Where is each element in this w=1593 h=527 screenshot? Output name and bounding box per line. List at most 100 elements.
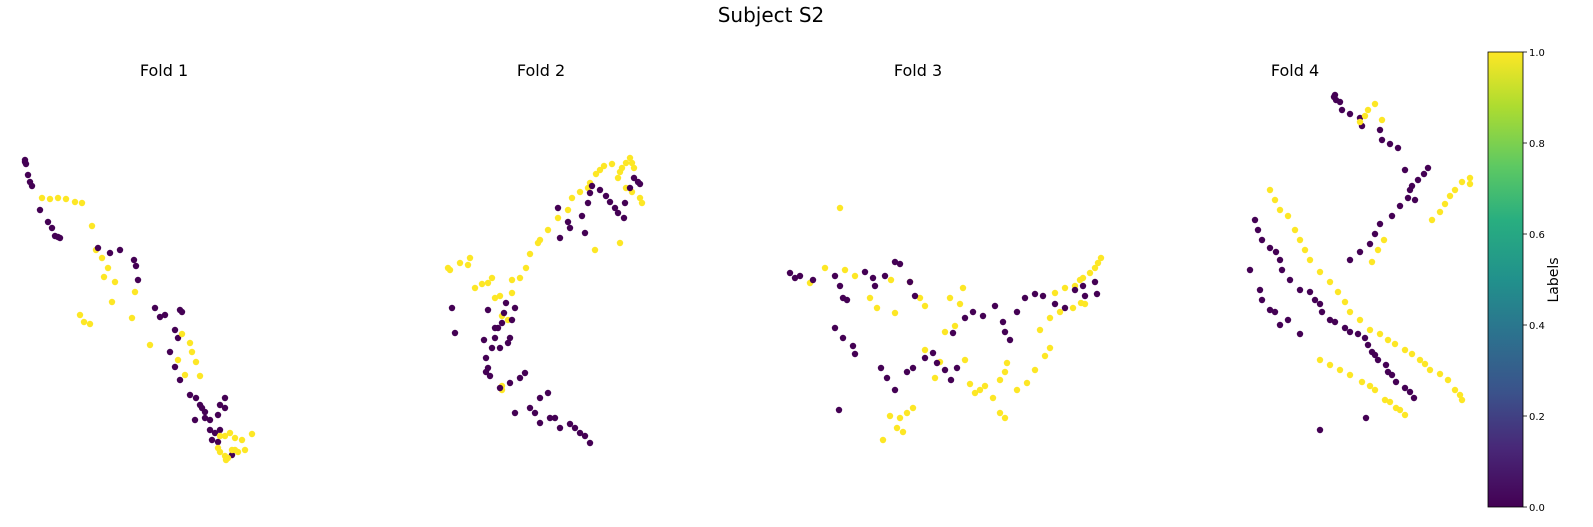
point-label-1 — [54, 194, 62, 202]
point-label-0 — [947, 376, 955, 384]
point-label-0 — [1376, 126, 1384, 134]
point-label-1 — [896, 414, 904, 422]
point-label-0 — [564, 218, 572, 226]
point-label-1 — [887, 276, 895, 284]
point-label-0 — [1374, 356, 1382, 364]
point-label-1 — [1466, 180, 1474, 188]
point-label-0 — [584, 199, 592, 207]
point-label-1 — [146, 341, 154, 349]
point-label-1 — [1041, 352, 1049, 360]
point-label-0 — [526, 404, 534, 412]
point-label-1 — [1386, 398, 1394, 406]
point-label-0 — [1246, 266, 1254, 274]
point-label-0 — [1386, 140, 1394, 148]
point-label-0 — [192, 394, 200, 402]
point-label-0 — [1306, 288, 1314, 296]
point-label-1 — [1396, 406, 1404, 414]
point-label-0 — [1316, 426, 1324, 434]
point-label-1 — [1023, 379, 1031, 387]
point-label-0 — [556, 424, 564, 432]
point-label-0 — [1388, 371, 1396, 379]
point-label-0 — [1366, 240, 1374, 248]
point-label-0 — [576, 429, 584, 437]
point-label-1 — [1346, 371, 1354, 379]
point-label-0 — [1346, 328, 1354, 336]
point-label-0 — [786, 269, 794, 277]
point-label-1 — [1428, 216, 1436, 224]
point-label-0 — [1286, 276, 1294, 284]
point-label-0 — [1396, 202, 1404, 210]
point-label-1 — [98, 254, 106, 262]
point-label-0 — [206, 426, 214, 434]
point-label-1 — [544, 226, 552, 234]
point-label-0 — [1091, 278, 1099, 286]
point-label-1 — [841, 266, 849, 274]
point-label-0 — [171, 363, 179, 371]
point-label-0 — [606, 198, 614, 206]
point-label-0 — [903, 368, 911, 376]
point-label-0 — [630, 174, 638, 182]
point-label-1 — [1356, 316, 1364, 324]
point-label-0 — [496, 384, 504, 392]
figure-title: Subject S2 — [718, 3, 825, 27]
point-label-0 — [621, 199, 629, 207]
point-label-1 — [1366, 326, 1374, 334]
point-label-0 — [1272, 248, 1280, 256]
point-label-0 — [791, 274, 799, 282]
point-label-1 — [1284, 212, 1292, 220]
colorbar-ticks: 0.0 0.2 0.4 0.6 0.8 1.0 — [1523, 48, 1545, 514]
point-label-0 — [1061, 304, 1069, 312]
point-label-0 — [1346, 256, 1354, 264]
point-label-0 — [1326, 316, 1334, 324]
point-label-0 — [1276, 256, 1284, 264]
point-label-0 — [1392, 378, 1400, 386]
point-label-1 — [1408, 350, 1416, 358]
point-label-0 — [486, 372, 494, 380]
point-label-0 — [1079, 282, 1087, 290]
point-label-0 — [953, 364, 961, 372]
point-label-0 — [979, 312, 987, 320]
point-label-0 — [544, 389, 552, 397]
point-label-1 — [1368, 258, 1376, 266]
point-label-1 — [1081, 300, 1089, 308]
colorbar-tick-label: 0.8 — [1529, 139, 1545, 150]
point-label-0 — [1254, 226, 1262, 234]
point-label-1 — [1384, 336, 1392, 344]
point-label-1 — [1436, 208, 1444, 216]
point-label-1 — [608, 160, 616, 168]
point-label-0 — [214, 411, 222, 419]
point-label-1 — [1401, 411, 1409, 419]
point-label-0 — [1354, 330, 1362, 338]
point-label-1 — [1436, 370, 1444, 378]
point-label-1 — [1456, 391, 1464, 399]
point-label-1 — [1316, 268, 1324, 276]
point-label-1 — [592, 170, 600, 178]
point-label-1 — [591, 246, 599, 254]
point-label-1 — [1326, 278, 1334, 286]
point-label-1 — [879, 436, 887, 444]
point-label-0 — [502, 299, 510, 307]
point-label-0 — [851, 350, 859, 358]
point-label-0 — [22, 160, 30, 168]
point-label-1 — [1336, 366, 1344, 374]
point-label-1 — [971, 389, 979, 397]
point-label-1 — [1346, 308, 1354, 316]
point-label-0 — [1021, 294, 1029, 302]
point-label-1 — [516, 274, 524, 282]
point-label-0 — [216, 426, 224, 434]
point-label-1 — [916, 294, 924, 302]
point-label-1 — [1056, 308, 1064, 316]
point-label-1 — [886, 412, 894, 420]
point-label-1 — [622, 159, 630, 167]
point-label-1 — [111, 278, 119, 286]
point-label-1 — [921, 302, 929, 310]
point-label-0 — [508, 316, 516, 324]
point-label-0 — [191, 416, 199, 424]
point-label-0 — [554, 204, 562, 212]
point-label-1 — [1381, 396, 1389, 404]
point-label-0 — [176, 376, 184, 384]
point-label-0 — [586, 189, 594, 197]
point-label-1 — [488, 274, 496, 282]
point-label-0 — [216, 401, 224, 409]
point-label-1 — [1296, 236, 1304, 244]
